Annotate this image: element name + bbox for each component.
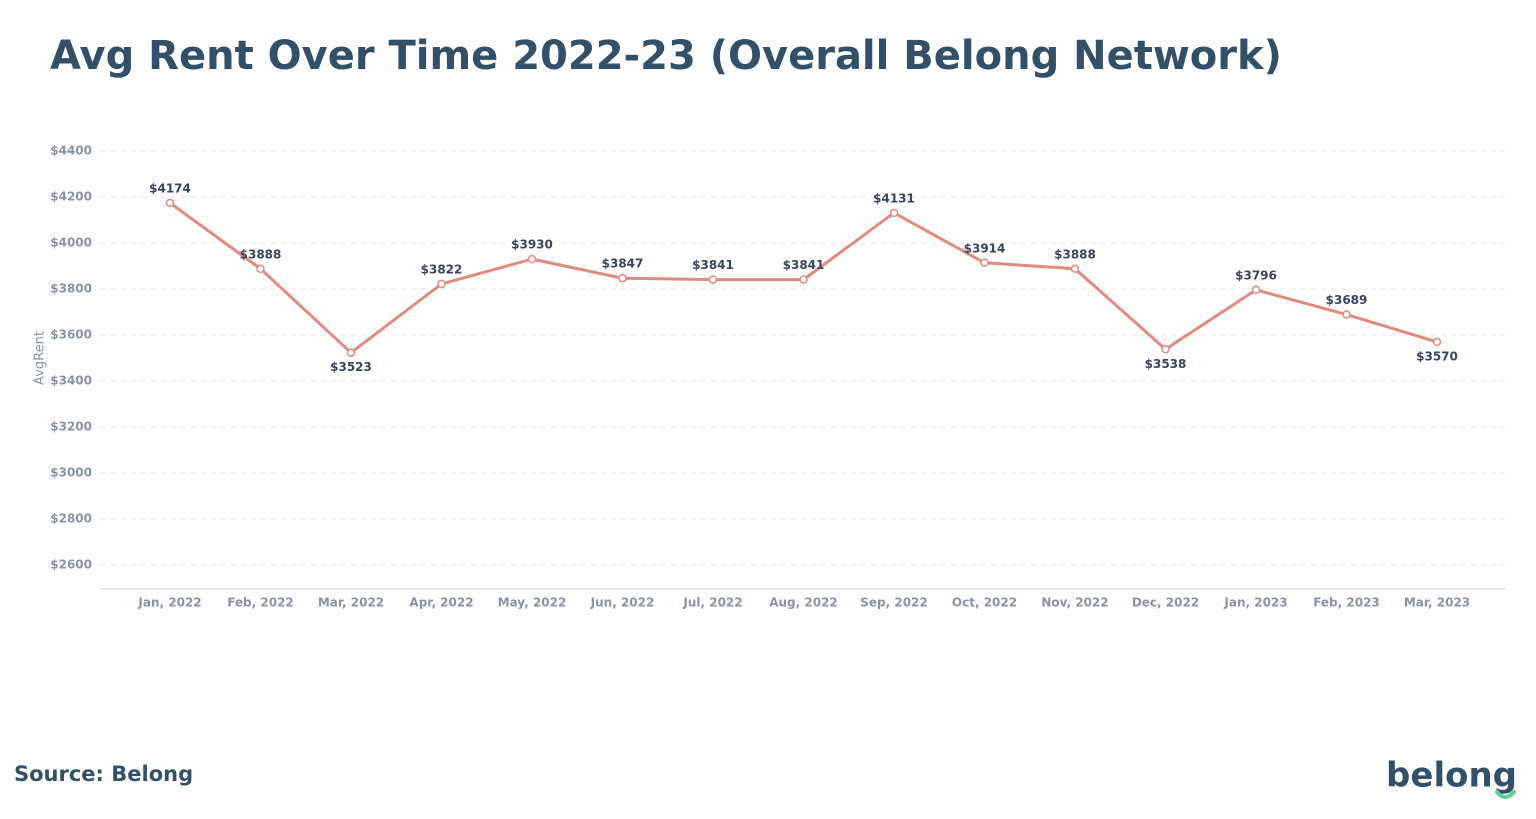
- x-tick-label: Jan, 2022: [137, 596, 201, 610]
- point: [1251, 285, 1261, 295]
- point: [1070, 264, 1080, 274]
- point: [889, 208, 899, 218]
- point: [437, 279, 446, 289]
- point: [618, 273, 627, 283]
- data-label: $3847: [602, 257, 644, 271]
- data-label: $3914: [964, 241, 1006, 255]
- x-tick-label: Jun, 2022: [590, 596, 655, 610]
- point: [346, 348, 356, 357]
- x-tick-label: Mar, 2023: [1404, 596, 1470, 610]
- point: [1432, 337, 1442, 347]
- y-tick-label: $3600: [50, 328, 92, 342]
- logo: belong: [1386, 756, 1517, 796]
- y-tick-label: $4000: [50, 236, 92, 250]
- data-label: $3570: [1416, 349, 1458, 363]
- x-tick-label: Aug, 2022: [769, 596, 838, 610]
- point: [980, 258, 989, 268]
- source: Source: Belong: [14, 762, 193, 786]
- point: [256, 264, 265, 274]
- point: [165, 198, 175, 208]
- x-tick-label: Mar, 2022: [318, 596, 384, 610]
- data-label: $3689: [1326, 293, 1368, 307]
- data-label: $3841: [692, 258, 734, 272]
- data-label: $3523: [330, 360, 372, 374]
- point: [799, 275, 808, 284]
- data-label: $3930: [511, 238, 553, 252]
- y-tick-label: $3200: [50, 420, 92, 434]
- y-tick-label: $4400: [50, 144, 92, 158]
- x-tick-label: Oct, 2022: [952, 596, 1017, 610]
- data-label: $4131: [873, 191, 915, 205]
- y-tick-label: $3400: [50, 374, 92, 388]
- chart-title: Avg Rent Over Time 2022-23 (Overall Belo…: [50, 33, 1282, 79]
- x-tick-label: Feb, 2022: [227, 596, 294, 610]
- y-tick-label: $3800: [50, 282, 92, 296]
- point: [1342, 310, 1351, 319]
- y-axis-label: AvgRent: [33, 331, 48, 385]
- data-label: $3796: [1235, 268, 1277, 282]
- x-tick-label: Feb, 2023: [1313, 596, 1380, 610]
- data-label: $3822: [421, 262, 463, 276]
- data-label: $3841: [783, 258, 825, 272]
- x-tick-label: Nov, 2022: [1041, 596, 1108, 610]
- y-tick-label: $2800: [50, 512, 92, 526]
- x-tick-label: Sep, 2022: [860, 596, 928, 610]
- data-label: $3538: [1145, 357, 1187, 371]
- x-tick-label: Apr, 2022: [409, 596, 473, 610]
- logo-smile: [1495, 790, 1516, 799]
- x-tick-label: May, 2022: [498, 596, 567, 610]
- x-tick-label: Jan, 2023: [1223, 596, 1287, 610]
- y-tick-label: $2600: [50, 558, 92, 572]
- point: [1161, 345, 1170, 354]
- data-label: $3888: [1054, 247, 1096, 261]
- point: [708, 275, 718, 284]
- y-tick-label: $3000: [50, 466, 92, 480]
- x-tick-label: Jul, 2022: [682, 596, 742, 610]
- y-tick-label: $4200: [50, 190, 92, 204]
- data-label: $4174: [149, 181, 191, 195]
- point: [527, 254, 537, 264]
- data-label: $3888: [240, 247, 282, 261]
- x-tick-label: Dec, 2022: [1132, 596, 1199, 610]
